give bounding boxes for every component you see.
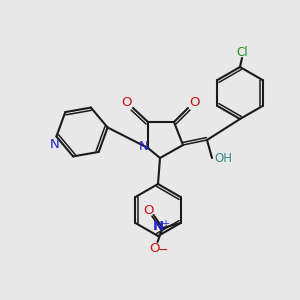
- Text: N: N: [139, 140, 149, 152]
- Text: −: −: [157, 244, 168, 256]
- Text: O: O: [190, 97, 200, 110]
- Text: N: N: [153, 220, 164, 233]
- Text: O: O: [149, 242, 160, 254]
- Text: O: O: [143, 203, 154, 217]
- Text: +: +: [161, 219, 169, 229]
- Text: Cl: Cl: [236, 46, 248, 59]
- Text: N: N: [50, 138, 59, 151]
- Text: O: O: [122, 97, 132, 110]
- Text: OH: OH: [214, 152, 232, 166]
